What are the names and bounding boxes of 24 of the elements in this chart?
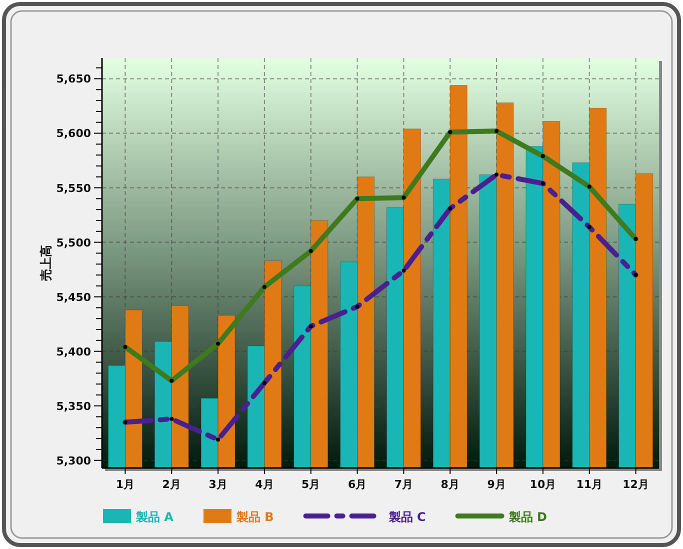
x-tick-label: 8月: [440, 478, 460, 491]
x-tick-label: 3月: [208, 478, 228, 491]
x-tick-label: 6月: [348, 478, 367, 491]
y-tick-label: 5,600: [56, 127, 92, 140]
x-tick-label: 10月: [530, 478, 556, 491]
x-tick-label: 12月: [622, 478, 649, 491]
y-tick-label: 5,500: [56, 236, 92, 250]
legend-label: 製品 A: [135, 510, 174, 524]
x-tick-label: 2月: [162, 478, 181, 491]
x-tick-label: 4月: [255, 478, 274, 491]
y-tick-label: 5,650: [56, 72, 92, 86]
x-tick-label: 5月: [302, 478, 320, 491]
x-tick-label: 11月: [576, 478, 603, 491]
x-tick-label: 9月: [487, 478, 506, 491]
y-tick-label: 5,300: [56, 454, 92, 468]
legend: 製品 A 製品 B 製品 C 製品 D: [103, 509, 547, 524]
y-tick-label: 5,550: [56, 182, 92, 195]
y-tick-label: 5,450: [56, 290, 92, 304]
legend-label: 製品 D: [508, 510, 547, 524]
y-tick-label: 5,400: [56, 345, 92, 358]
x-tick-label: 7月: [394, 478, 414, 491]
x-tick-label: 1月: [116, 478, 135, 491]
y-axis-title: 売上高: [39, 245, 53, 281]
y-tick-label: 5,350: [56, 400, 92, 413]
